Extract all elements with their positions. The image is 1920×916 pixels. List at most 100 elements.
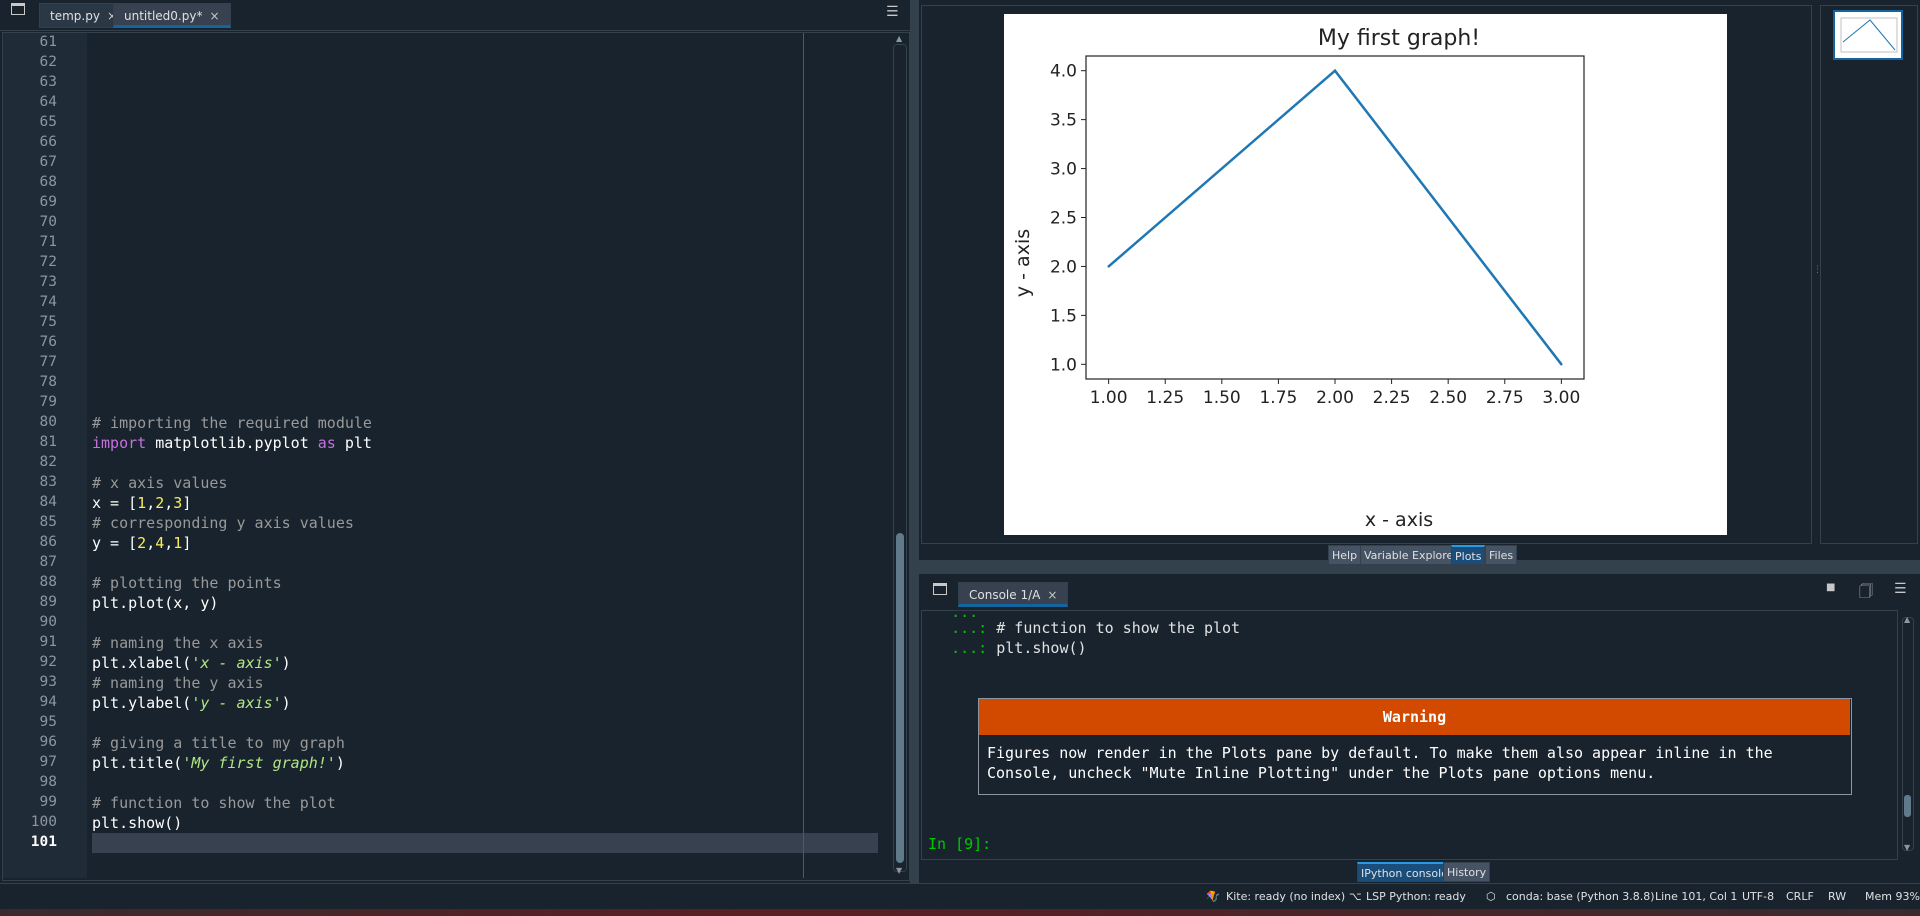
code-line-99: # function to show the plot bbox=[92, 794, 336, 812]
console-line: ...: # function to show the plot bbox=[924, 619, 1240, 637]
line-number: 87 bbox=[39, 554, 57, 570]
tab-untitled0-py[interactable]: untitled0.py* × bbox=[113, 3, 231, 28]
data-point bbox=[1107, 265, 1110, 268]
editor-scrollbar-thumb[interactable] bbox=[896, 533, 904, 863]
tab-ipython-console[interactable]: IPython console bbox=[1357, 862, 1452, 882]
clear-icon[interactable]: 🗍 bbox=[1859, 584, 1873, 600]
x-tick-label: 1.50 bbox=[1203, 388, 1241, 408]
lsp-status[interactable]: LSP Python: ready bbox=[1366, 890, 1466, 903]
tab-help[interactable]: Help bbox=[1328, 545, 1362, 565]
continuation-prompt: ...: bbox=[924, 619, 988, 637]
cursor-position: Line 101, Col 1 bbox=[1655, 890, 1738, 903]
line-number: 91 bbox=[39, 634, 57, 650]
stop-icon[interactable]: ■ bbox=[1826, 582, 1836, 593]
line-number: 97 bbox=[39, 754, 57, 770]
scroll-down-icon[interactable]: ▼ bbox=[896, 866, 903, 875]
tab-console-1a[interactable]: Console 1/A × bbox=[958, 582, 1069, 607]
browse-tabs-icon[interactable] bbox=[11, 3, 25, 15]
series-line bbox=[1107, 68, 1563, 366]
code-line-93: # naming the y axis bbox=[92, 674, 264, 692]
line-number: 76 bbox=[39, 334, 57, 350]
line-number: 83 bbox=[39, 474, 57, 490]
string: 'y - axis' bbox=[191, 694, 282, 712]
continuation-prompt: ...: bbox=[924, 639, 988, 657]
browse-tabs-icon[interactable] bbox=[933, 583, 947, 595]
number: 1 bbox=[137, 494, 147, 512]
line-number: 79 bbox=[39, 394, 57, 410]
x-tick-label: 2.50 bbox=[1429, 388, 1467, 408]
tab-variable-explorer[interactable]: Variable Explorer bbox=[1360, 545, 1462, 565]
tab-history[interactable]: History bbox=[1443, 862, 1491, 882]
kite-icon: 🪁 bbox=[1206, 890, 1220, 903]
console-scrollbar[interactable] bbox=[1902, 617, 1914, 851]
tab-label: temp.py bbox=[50, 9, 100, 23]
line-number: 82 bbox=[39, 454, 57, 470]
line-number: 70 bbox=[39, 214, 57, 230]
kite-status[interactable]: Kite: ready (no index) bbox=[1226, 890, 1346, 903]
tab-files[interactable]: Files bbox=[1485, 545, 1518, 565]
current-line-highlight bbox=[92, 833, 878, 853]
input-prompt: In [9]: bbox=[928, 835, 992, 853]
line-number: 78 bbox=[39, 374, 57, 390]
code-text: ) bbox=[281, 654, 291, 672]
close-icon[interactable]: × bbox=[1047, 588, 1058, 602]
close-icon[interactable]: × bbox=[209, 9, 220, 23]
line-number: 100 bbox=[30, 814, 57, 830]
line-number: 89 bbox=[39, 594, 57, 610]
code-editor[interactable] bbox=[2, 32, 910, 881]
line-number: 77 bbox=[39, 354, 57, 370]
tab-label: Console 1/A bbox=[969, 588, 1041, 602]
console-tabbar: Console 1/A × ■ 🗍 ☰ bbox=[919, 578, 1920, 608]
tab-plots[interactable]: Plots bbox=[1451, 545, 1486, 565]
conda-icon: ⬡ bbox=[1486, 890, 1496, 903]
line-number: 94 bbox=[39, 694, 57, 710]
horizontal-splitter[interactable] bbox=[919, 560, 1920, 574]
menu-icon[interactable]: ☰ bbox=[1894, 581, 1907, 597]
line-number: 95 bbox=[39, 714, 57, 730]
line-number-gutter bbox=[3, 33, 87, 878]
line-number: 92 bbox=[39, 654, 57, 670]
scroll-up-icon[interactable]: ▲ bbox=[1904, 615, 1911, 624]
console-text: plt.show() bbox=[987, 639, 1087, 657]
y-tick-label: 2.0 bbox=[1050, 257, 1077, 277]
code-text: matplotlib.pyplot bbox=[146, 434, 318, 452]
close-icon[interactable]: × bbox=[106, 9, 117, 23]
number: 3 bbox=[173, 494, 183, 512]
console-line: ...: plt.show() bbox=[924, 639, 1087, 657]
x-tick-label: 1.75 bbox=[1259, 388, 1297, 408]
code-text: plt.ylabel( bbox=[92, 694, 192, 712]
code-line-81: import matplotlib.pyplot as plt bbox=[92, 434, 372, 452]
console-scrollbar-thumb[interactable] bbox=[1904, 795, 1911, 817]
thumbnail-splitter-handle[interactable]: ⋮ bbox=[1813, 265, 1822, 283]
code-area[interactable]: # importing the required module import m… bbox=[88, 33, 878, 878]
line-number: 99 bbox=[39, 794, 57, 810]
conda-status[interactable]: conda: base (Python 3.8.8) bbox=[1506, 890, 1655, 903]
data-point bbox=[1560, 363, 1563, 366]
hamburger-menu-icon[interactable]: ☰ bbox=[886, 4, 899, 20]
tab-label: untitled0.py* bbox=[124, 9, 203, 23]
scroll-down-icon[interactable]: ▼ bbox=[1904, 843, 1911, 852]
code-line-94: plt.ylabel('y - axis') bbox=[92, 694, 291, 712]
plot-figure[interactable]: My first graph! x - axis y - axis 1.00 1.… bbox=[1004, 14, 1727, 535]
line-number: 66 bbox=[39, 134, 57, 150]
y-tick-label: 3.0 bbox=[1050, 160, 1077, 180]
status-bar: 🪁 Kite: ready (no index) ⌥ LSP Python: r… bbox=[0, 883, 1920, 910]
x-tick-label: 2.00 bbox=[1316, 388, 1354, 408]
scroll-up-icon[interactable]: ▲ bbox=[896, 34, 903, 43]
y-tick-label: 4.0 bbox=[1050, 62, 1077, 82]
code-line-83: # x axis values bbox=[92, 474, 228, 492]
code-line-97: plt.title('My first graph!') bbox=[92, 754, 345, 772]
vertical-splitter[interactable] bbox=[910, 0, 919, 883]
line-number: 81 bbox=[39, 434, 57, 450]
line-number: 73 bbox=[39, 274, 57, 290]
line-number: 93 bbox=[39, 674, 57, 690]
line-number: 63 bbox=[39, 74, 57, 90]
edge-line bbox=[803, 33, 804, 878]
keyword: as bbox=[317, 434, 336, 452]
console-pane-tabs: IPython console History bbox=[919, 862, 1920, 882]
line-number: 72 bbox=[39, 254, 57, 270]
line-number: 88 bbox=[39, 574, 57, 590]
code-text: plt bbox=[335, 434, 372, 452]
plot-thumbnail[interactable] bbox=[1833, 10, 1903, 60]
code-line-89: plt.plot(x, y) bbox=[92, 594, 219, 612]
